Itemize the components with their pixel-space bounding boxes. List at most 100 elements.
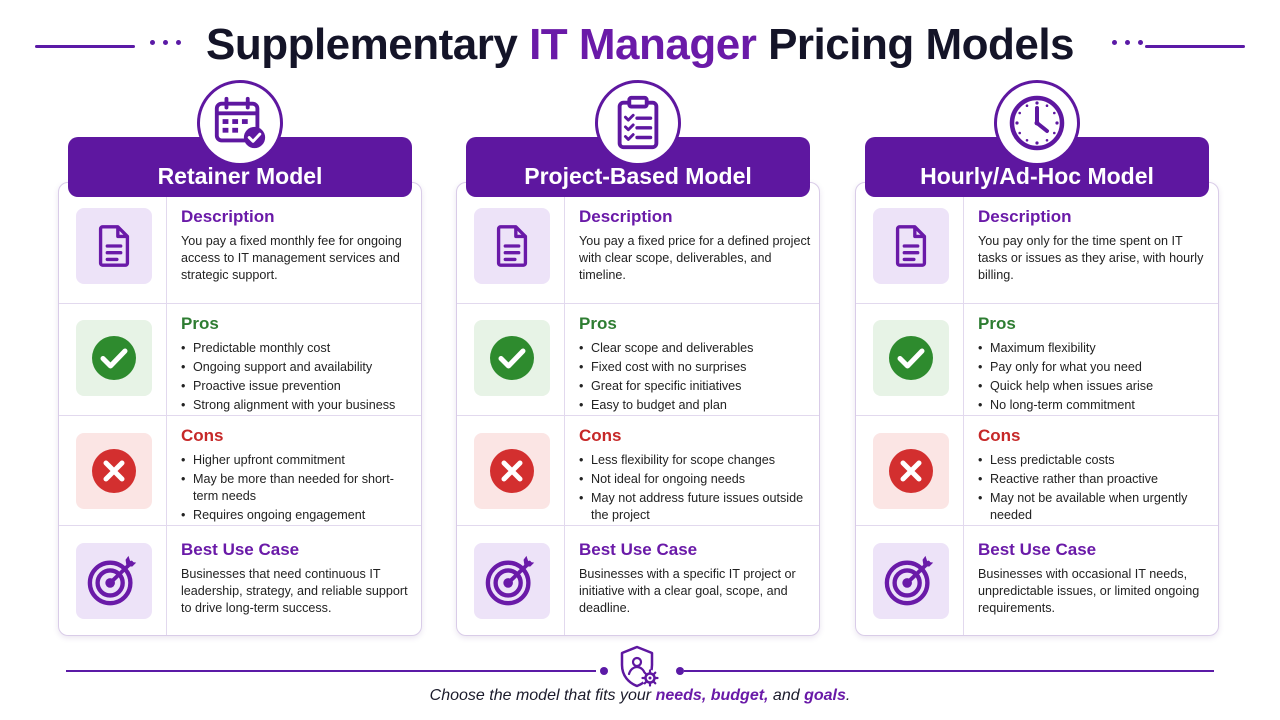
cons-list: Less predictable costs Reactive rather t… xyxy=(978,452,1210,524)
cons-list: Less flexibility for scope changes Not i… xyxy=(579,452,811,524)
check-circle-icon xyxy=(474,320,550,396)
section-heading: Description xyxy=(978,207,1072,226)
description-text: You pay only for the time spent on IT ta… xyxy=(978,234,1204,282)
list-item: Less flexibility for scope changes xyxy=(579,452,811,469)
section-pros: Pros Maximum flexibility Pay only for wh… xyxy=(856,303,1218,415)
best-use-text: Businesses with occasional IT needs, unp… xyxy=(978,567,1200,615)
footer-suffix: . xyxy=(845,687,851,704)
description-text: You pay a fixed monthly fee for ongoing … xyxy=(181,234,402,282)
title-divider-right xyxy=(1145,45,1245,48)
list-item: Strong alignment with your business xyxy=(181,397,413,414)
section-heading: Cons xyxy=(978,426,1021,445)
section-best-use-case: Best Use Case Businesses with occasional… xyxy=(856,525,1218,635)
list-item: May not be available when urgently neede… xyxy=(978,490,1210,524)
section-best-use-case: Best Use Case Businesses with a specific… xyxy=(457,525,819,635)
title-divider-left xyxy=(35,45,135,48)
title-part2: Pricing Models xyxy=(756,20,1075,69)
footer-divider-right xyxy=(684,670,1214,672)
list-item: May not address future issues outside th… xyxy=(579,490,811,524)
list-item: Less predictable costs xyxy=(978,452,1210,469)
list-item: Higher upfront commitment xyxy=(181,452,413,469)
section-cons: Cons Less flexibility for scope changes … xyxy=(457,415,819,525)
footer-keyword-budget: budget, xyxy=(710,687,769,704)
pros-list: Clear scope and deliverables Fixed cost … xyxy=(579,340,811,414)
list-item: Not ideal for ongoing needs xyxy=(579,471,811,488)
list-item: Predictable monthly cost xyxy=(181,340,413,357)
clock-icon xyxy=(994,80,1080,166)
card-title: Retainer Model xyxy=(157,163,323,189)
section-best-use-case: Best Use Case Businesses that need conti… xyxy=(59,525,421,635)
title-part1: Supplementary xyxy=(205,20,530,69)
pros-list: Maximum flexibility Pay only for what yo… xyxy=(978,340,1210,414)
section-cons: Cons Less predictable costs Reactive rat… xyxy=(856,415,1218,525)
section-heading: Description xyxy=(181,207,275,226)
section-heading: Best Use Case xyxy=(579,540,698,559)
card-project-based-model: Description You pay a fixed price for a … xyxy=(456,80,820,636)
section-pros: Pros Predictable monthly cost Ongoing su… xyxy=(59,303,421,415)
footer-prefix: Choose the model that fits your xyxy=(429,687,656,704)
cons-list: Higher upfront commitment May be more th… xyxy=(181,452,413,524)
footer-tagline: Choose the model that fits your needs, b… xyxy=(0,687,1280,705)
target-icon xyxy=(474,543,550,619)
section-heading: Best Use Case xyxy=(978,540,1097,559)
list-item: Quick help when issues arise xyxy=(978,378,1210,395)
card-body: Description You pay a fixed price for a … xyxy=(456,182,820,636)
check-circle-icon xyxy=(873,320,949,396)
shield-gear-user-icon xyxy=(617,644,661,690)
list-item: Reactive rather than proactive xyxy=(978,471,1210,488)
calendar-check-icon xyxy=(197,80,283,166)
section-heading: Pros xyxy=(181,314,219,333)
document-icon xyxy=(873,208,949,284)
list-item: Great for specific initiatives xyxy=(579,378,811,395)
x-circle-icon xyxy=(873,433,949,509)
title-dots-right xyxy=(1112,40,1143,45)
list-item: Clear scope and deliverables xyxy=(579,340,811,357)
title-dots-left xyxy=(150,40,181,45)
section-heading: Cons xyxy=(579,426,622,445)
list-item: Easy to budget and plan xyxy=(579,397,811,414)
card-hourly-ad-hoc-model: Description You pay only for the time sp… xyxy=(855,80,1219,636)
pros-list: Predictable monthly cost Ongoing support… xyxy=(181,340,413,414)
section-heading: Cons xyxy=(181,426,224,445)
list-item: May be more than needed for short-term n… xyxy=(181,471,413,505)
check-circle-icon xyxy=(76,320,152,396)
footer-dot-right xyxy=(676,667,684,675)
best-use-text: Businesses with a specific IT project or… xyxy=(579,567,796,615)
clipboard-checklist-icon xyxy=(595,80,681,166)
best-use-text: Businesses that need continuous IT leade… xyxy=(181,567,408,615)
footer-divider-left xyxy=(66,670,596,672)
list-item: Proactive issue prevention xyxy=(181,378,413,395)
list-item: Fixed cost with no surprises xyxy=(579,359,811,376)
page-title: Supplementary IT Manager Pricing Models xyxy=(0,20,1280,70)
section-cons: Cons Higher upfront commitment May be mo… xyxy=(59,415,421,525)
description-text: You pay a fixed price for a defined proj… xyxy=(579,234,811,282)
card-body: Description You pay only for the time sp… xyxy=(855,182,1219,636)
target-icon xyxy=(76,543,152,619)
list-item: Pay only for what you need xyxy=(978,359,1210,376)
footer-keyword-goals: goals xyxy=(804,687,846,704)
footer-keyword-needs: needs, xyxy=(655,687,707,704)
section-heading: Best Use Case xyxy=(181,540,300,559)
title-accent: IT Manager xyxy=(529,20,757,69)
list-item: Maximum flexibility xyxy=(978,340,1210,357)
section-pros: Pros Clear scope and deliverables Fixed … xyxy=(457,303,819,415)
x-circle-icon xyxy=(474,433,550,509)
list-item: Ongoing support and availability xyxy=(181,359,413,376)
x-circle-icon xyxy=(76,433,152,509)
section-heading: Pros xyxy=(579,314,617,333)
section-description: Description You pay a fixed price for a … xyxy=(457,183,819,303)
target-icon xyxy=(873,543,949,619)
footer-and: and xyxy=(768,687,805,704)
section-heading: Pros xyxy=(978,314,1016,333)
document-icon xyxy=(474,208,550,284)
section-description: Description You pay only for the time sp… xyxy=(856,183,1218,303)
list-item: No long-term commitment xyxy=(978,397,1210,414)
card-title: Project-Based Model xyxy=(524,163,752,189)
list-item: Requires ongoing engagement xyxy=(181,507,413,524)
footer-dot-left xyxy=(600,667,608,675)
title-row: Supplementary IT Manager Pricing Models xyxy=(0,18,1280,74)
section-heading: Description xyxy=(579,207,673,226)
section-description: Description You pay a fixed monthly fee … xyxy=(59,183,421,303)
document-icon xyxy=(76,208,152,284)
card-body: Description You pay a fixed monthly fee … xyxy=(58,182,422,636)
